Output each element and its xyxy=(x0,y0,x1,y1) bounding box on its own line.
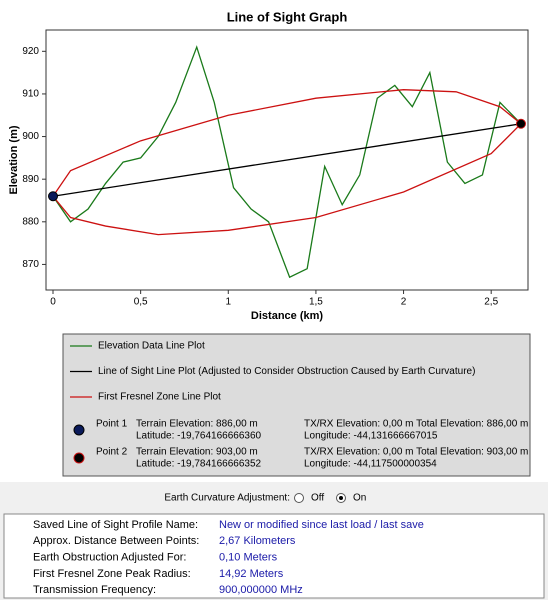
info-value: New or modified since last load / last s… xyxy=(219,519,424,531)
point-longitude: Longitude: -44,117500000354 xyxy=(304,459,437,470)
x-tick-label: 2,5 xyxy=(484,297,498,308)
info-value: 14,92 Meters xyxy=(219,568,284,580)
y-tick-label: 880 xyxy=(22,216,39,227)
info-value: 0,10 Meters xyxy=(219,552,278,564)
series-line xyxy=(52,45,522,279)
radio-label: On xyxy=(353,493,366,504)
y-tick-label: 910 xyxy=(22,89,39,100)
legend-label: First Fresnel Zone Line Plot xyxy=(98,392,221,403)
info-value: 2,67 Kilometers xyxy=(219,535,296,547)
info-label: Saved Line of Sight Profile Name: xyxy=(33,519,198,531)
point-terrain: Terrain Elevation: 886,00 m xyxy=(136,419,258,430)
info-value: 900,000000 MHz xyxy=(219,584,303,596)
point-label: Point 2 xyxy=(96,447,128,458)
point-txrx: TX/RX Elevation: 0,00 m Total Elevation:… xyxy=(304,447,528,458)
point-label: Point 1 xyxy=(96,419,128,430)
info-label: First Fresnel Zone Peak Radius: xyxy=(33,568,191,580)
point-latitude: Latitude: -19,784166666352 xyxy=(136,459,262,470)
point-latitude: Latitude: -19,764166666360 xyxy=(136,431,262,442)
y-tick-label: 900 xyxy=(22,131,39,142)
point-marker xyxy=(73,424,85,436)
x-tick-label: 1,5 xyxy=(309,297,323,308)
x-tick-label: 2 xyxy=(401,297,407,308)
curvature-label: Earth Curvature Adjustment: xyxy=(164,493,290,504)
radio-button[interactable] xyxy=(294,493,304,503)
info-box xyxy=(3,513,545,599)
y-axis-label: Elevation (m) xyxy=(8,125,20,194)
x-axis-label: Distance (km) xyxy=(251,310,323,322)
radio-label: Off xyxy=(311,493,324,504)
legend-label: Line of Sight Line Plot (Adjusted to Con… xyxy=(98,366,475,377)
legend-panel xyxy=(62,333,531,477)
info-label: Transmission Frequency: xyxy=(33,584,156,596)
point-marker xyxy=(73,452,85,464)
point-txrx: TX/RX Elevation: 0,00 m Total Elevation:… xyxy=(304,419,528,430)
endpoint-marker xyxy=(515,118,526,129)
point-longitude: Longitude: -44,131666667015 xyxy=(304,431,438,442)
series-line xyxy=(52,123,522,197)
legend-label: Elevation Data Line Plot xyxy=(98,341,205,352)
radio-dot xyxy=(339,496,343,500)
x-tick-label: 1 xyxy=(226,297,232,308)
y-tick-label: 870 xyxy=(22,259,39,270)
chart-title: Line of Sight Graph xyxy=(227,9,348,24)
point-terrain: Terrain Elevation: 903,00 m xyxy=(136,447,258,458)
x-tick-label: 0,5 xyxy=(134,297,148,308)
y-tick-label: 890 xyxy=(22,174,39,185)
info-label: Earth Obstruction Adjusted For: xyxy=(33,552,186,564)
endpoint-marker xyxy=(48,191,59,202)
info-label: Approx. Distance Between Points: xyxy=(33,535,199,547)
y-tick-label: 920 xyxy=(22,46,39,57)
x-tick-label: 0 xyxy=(50,297,56,308)
